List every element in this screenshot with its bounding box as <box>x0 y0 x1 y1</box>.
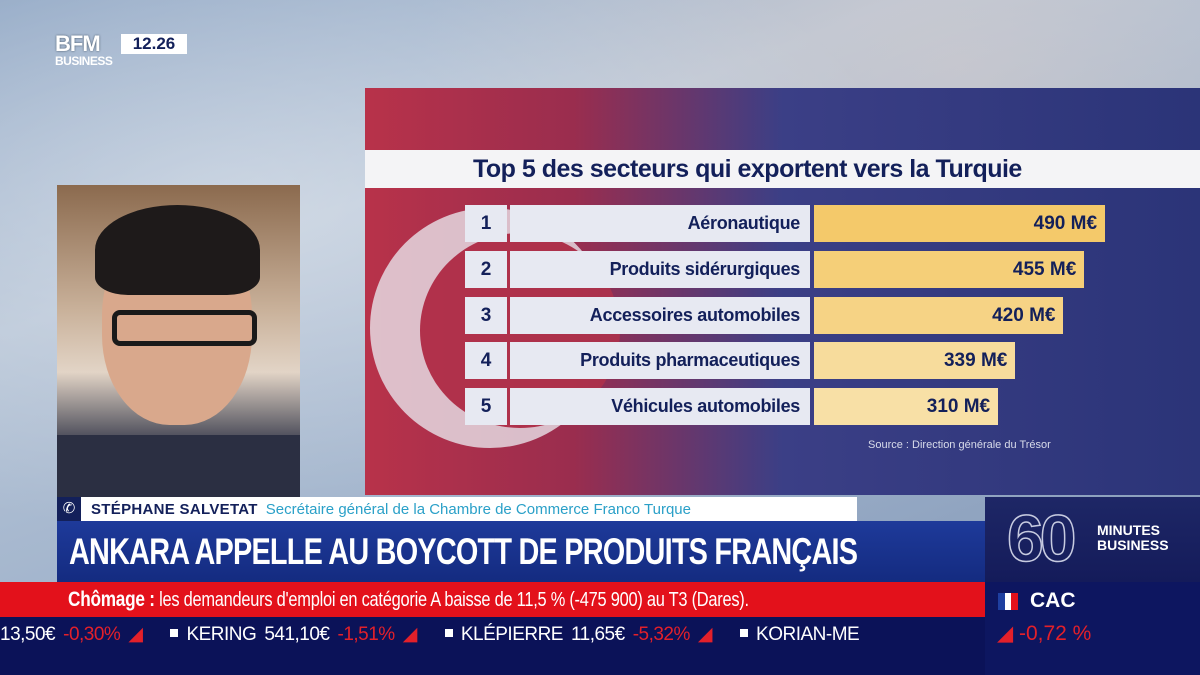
rank-label: 2 <box>465 251 507 288</box>
stock-price: 11,65€ <box>570 624 625 645</box>
stock-name: KLÉPIERRE <box>460 624 564 645</box>
index-change: ◢ -0,72 % <box>997 622 1092 645</box>
guest-role: Secrétaire général de la Chambre de Comm… <box>265 500 691 518</box>
bar: 339 M€ <box>814 342 1016 379</box>
down-arrow-icon: ◢ <box>697 624 713 645</box>
channel-logo: BFM BUSINESS <box>55 31 113 68</box>
stock-change: -0,30% <box>63 624 121 645</box>
category-label: Véhicules automobiles <box>510 388 810 425</box>
bar: 455 M€ <box>814 251 1085 288</box>
stock-change: -5,32% <box>632 624 691 645</box>
rank-label: 5 <box>465 388 507 425</box>
news-ticker: Chômage : les demandeurs d'emploi en cat… <box>0 582 985 617</box>
show-logo-text: MINUTES BUSINESS <box>1097 522 1169 553</box>
guest-hair <box>95 205 260 295</box>
headline: ANKARA APPELLE AU BOYCOTT DE PRODUITS FR… <box>57 521 985 582</box>
rank-label: 4 <box>465 342 507 379</box>
guest-name-bar: ✆ STÉPHANE SALVETAT Secrétaire général d… <box>57 497 857 521</box>
rank-label: 1 <box>465 205 507 242</box>
down-arrow-icon: ◢ <box>128 624 143 645</box>
news-ticker-text: les demandeurs d'emploi en catégorie A b… <box>159 589 749 611</box>
category-label: Aéronautique <box>510 205 810 242</box>
chart-title: Top 5 des secteurs qui exportent vers la… <box>365 150 1200 188</box>
guest-video <box>57 185 300 497</box>
bar: 490 M€ <box>814 205 1106 242</box>
news-ticker-label: Chômage : <box>68 588 155 611</box>
index-name: CAC <box>998 589 1076 613</box>
show-logo-number: 60 <box>1006 501 1077 575</box>
french-flag-icon <box>998 592 1019 610</box>
stock-change: -1,51% <box>337 624 396 645</box>
show-panel: 60 MINUTES BUSINESS CAC ◢ -0,72 % <box>985 497 1200 675</box>
separator <box>170 629 179 637</box>
stock-price: 13,50€ <box>0 624 56 645</box>
rank-label: 3 <box>465 297 507 334</box>
stock-ticker: 13,50€ -0,30% ◢ KERING 541,10€ -1,51% ◢ KLÉPIER… <box>0 617 985 675</box>
category-label: Produits pharmaceutiques <box>510 342 810 379</box>
down-arrow-icon: ◢ <box>402 624 418 645</box>
stock-name: KORIAN-ME <box>756 624 860 645</box>
clock: 12.26 <box>121 34 187 54</box>
stock-price: 541,10€ <box>264 624 330 645</box>
separator <box>444 629 453 637</box>
chart-source: Source : Direction générale du Trésor <box>868 439 1051 451</box>
category-label: Produits sidérurgiques <box>510 251 810 288</box>
guest-suit <box>57 435 300 497</box>
stock-name: KERING <box>186 624 257 645</box>
phone-icon: ✆ <box>57 497 81 521</box>
guest-name: STÉPHANE SALVETAT <box>91 500 258 518</box>
separator <box>740 629 749 637</box>
guest-glasses <box>112 310 257 346</box>
category-label: Accessoires automobiles <box>510 297 810 334</box>
bar: 420 M€ <box>814 297 1064 334</box>
chart-panel: Top 5 des secteurs qui exportent vers la… <box>365 88 1200 495</box>
bar: 310 M€ <box>814 388 999 425</box>
